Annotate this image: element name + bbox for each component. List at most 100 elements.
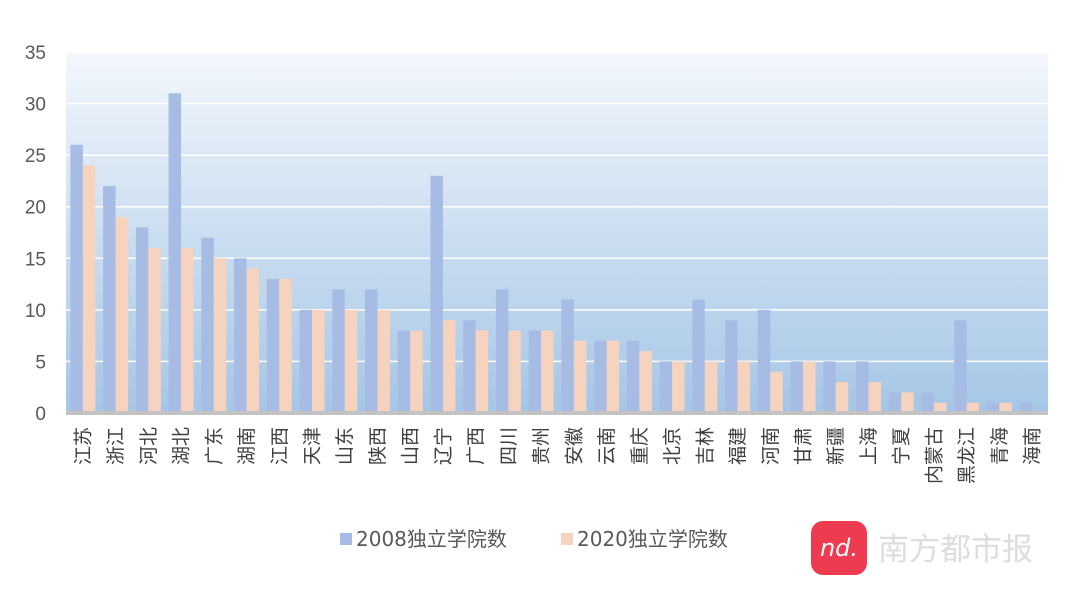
x-tick-label: 广东 [203, 427, 225, 465]
bar-2020-四川 [508, 330, 521, 413]
x-tick-label: 四川 [498, 427, 520, 465]
bar-2020-上海 [868, 382, 881, 413]
bar-2008-广东 [201, 237, 214, 413]
legend-label-2020: 2020独立学院数 [577, 527, 728, 551]
bar-2008-湖北 [168, 93, 182, 413]
y-tick-label: 30 [25, 95, 46, 116]
x-tick-label: 福建 [727, 427, 749, 465]
bar-2020-山西 [410, 330, 423, 413]
x-tick-label: 河南 [760, 427, 782, 465]
bar-2008-新疆 [823, 361, 836, 413]
y-tick-label: 0 [35, 404, 46, 425]
bar-2020-湖南 [246, 268, 260, 413]
x-tick-label: 海南 [1022, 427, 1044, 465]
bar-2008-辽宁 [430, 175, 443, 413]
x-tick-label: 宁夏 [891, 427, 913, 465]
bar-2008-云南 [594, 340, 607, 413]
x-tick-label: 广西 [465, 427, 487, 465]
y-axis-ticks: 0 5 10 15 20 25 30 35 [25, 43, 46, 425]
bar-2020-陕西 [377, 309, 390, 413]
x-tick-label: 山东 [334, 427, 356, 465]
x-tick-label: 陕西 [367, 427, 389, 465]
bar-2020-北京 [672, 361, 685, 413]
x-tick-label: 辽宁 [432, 427, 454, 465]
bar-2020-青海 [999, 402, 1012, 413]
bar-2020-黑龙江 [966, 402, 980, 413]
bar-2008-江西 [266, 278, 280, 413]
bar-2020-宁夏 [901, 392, 914, 413]
x-axis-ticks: 江苏 浙江 河北 湖北 广东 湖南 江西 天津 山东 陕西 山西 辽宁 广西 四川 贵州 安徽 云南 重庆 北京 吉林… [72, 427, 1043, 484]
legend-swatch-2020 [561, 533, 573, 545]
x-tick-label: 安徽 [563, 427, 585, 465]
bars [70, 93, 1033, 414]
bar-2020-江西 [279, 278, 292, 413]
x-tick-label: 新疆 [825, 427, 847, 465]
bar-2020-重庆 [639, 351, 652, 413]
x-axis-baseline [66, 411, 1048, 415]
x-tick-label: 黑龙江 [956, 427, 978, 484]
bar-2008-上海 [855, 361, 869, 413]
watermark-brand: 南方都市报 [878, 532, 1033, 568]
bar-2020-浙江 [115, 217, 129, 413]
x-tick-label: 江西 [269, 427, 291, 465]
bar-2008-重庆 [626, 340, 640, 413]
x-tick-label: 重庆 [629, 427, 651, 465]
bar-2020-安徽 [573, 340, 587, 413]
bar-2008-内蒙古 [921, 392, 934, 413]
legend-swatch-2008 [340, 533, 352, 545]
bar-2020-广东 [213, 258, 227, 413]
bar-2008-河南 [757, 309, 771, 413]
y-tick-label: 10 [25, 301, 46, 322]
bar-2008-浙江 [103, 186, 116, 413]
legend-label-2008: 2008独立学院数 [356, 527, 507, 551]
bar-2020-云南 [606, 340, 620, 413]
x-tick-label: 浙江 [105, 427, 127, 465]
bar-2020-河北 [148, 247, 161, 413]
bar-2008-宁夏 [888, 392, 902, 413]
x-tick-label: 北京 [662, 427, 684, 465]
y-tick-label: 35 [25, 43, 46, 64]
bar-2020-河南 [770, 371, 783, 413]
bar-2008-贵州 [528, 330, 542, 413]
x-tick-label: 山西 [400, 427, 422, 465]
bar-2020-天津 [312, 309, 325, 413]
bar-2020-江苏 [82, 165, 96, 413]
x-tick-label: 河北 [138, 427, 160, 465]
bar-2020-贵州 [541, 330, 554, 413]
x-tick-label: 贵州 [531, 427, 553, 465]
y-tick-label: 25 [25, 146, 46, 167]
y-tick-label: 20 [25, 198, 46, 219]
bar-2020-福建 [737, 361, 751, 413]
bar-2008-四川 [495, 289, 509, 413]
bar-2008-河北 [135, 227, 149, 413]
bar-2020-广西 [475, 330, 489, 413]
x-tick-label: 内蒙古 [923, 427, 945, 484]
watermark-logo-text: nd. [820, 534, 858, 562]
bar-2008-江苏 [70, 144, 83, 414]
bar-2008-甘肃 [790, 361, 803, 413]
bar-2008-青海 [986, 402, 1000, 413]
plot-area-background [66, 52, 1048, 413]
bar-2008-陕西 [364, 289, 378, 413]
x-tick-label: 天津 [302, 427, 324, 465]
bar-2020-吉林 [704, 361, 718, 413]
bar-2008-北京 [659, 361, 673, 413]
bar-2008-山西 [397, 330, 411, 413]
x-tick-label: 青海 [989, 427, 1011, 465]
legend: 2008独立学院数 2020独立学院数 [340, 527, 728, 551]
bar-2008-黑龙江 [954, 320, 967, 413]
x-tick-label: 上海 [858, 427, 880, 465]
bar-2008-山东 [332, 289, 345, 413]
bar-2008-福建 [725, 320, 738, 413]
x-tick-label: 湖北 [171, 427, 193, 465]
bar-2020-湖北 [181, 247, 194, 413]
y-tick-label: 15 [25, 249, 46, 270]
bar-2020-新疆 [835, 382, 849, 413]
bar-2020-山东 [344, 309, 358, 413]
x-tick-label: 湖南 [236, 427, 258, 465]
gridlines [66, 51, 1048, 363]
bar-2008-湖南 [234, 258, 247, 413]
bar-2008-广西 [463, 320, 476, 413]
